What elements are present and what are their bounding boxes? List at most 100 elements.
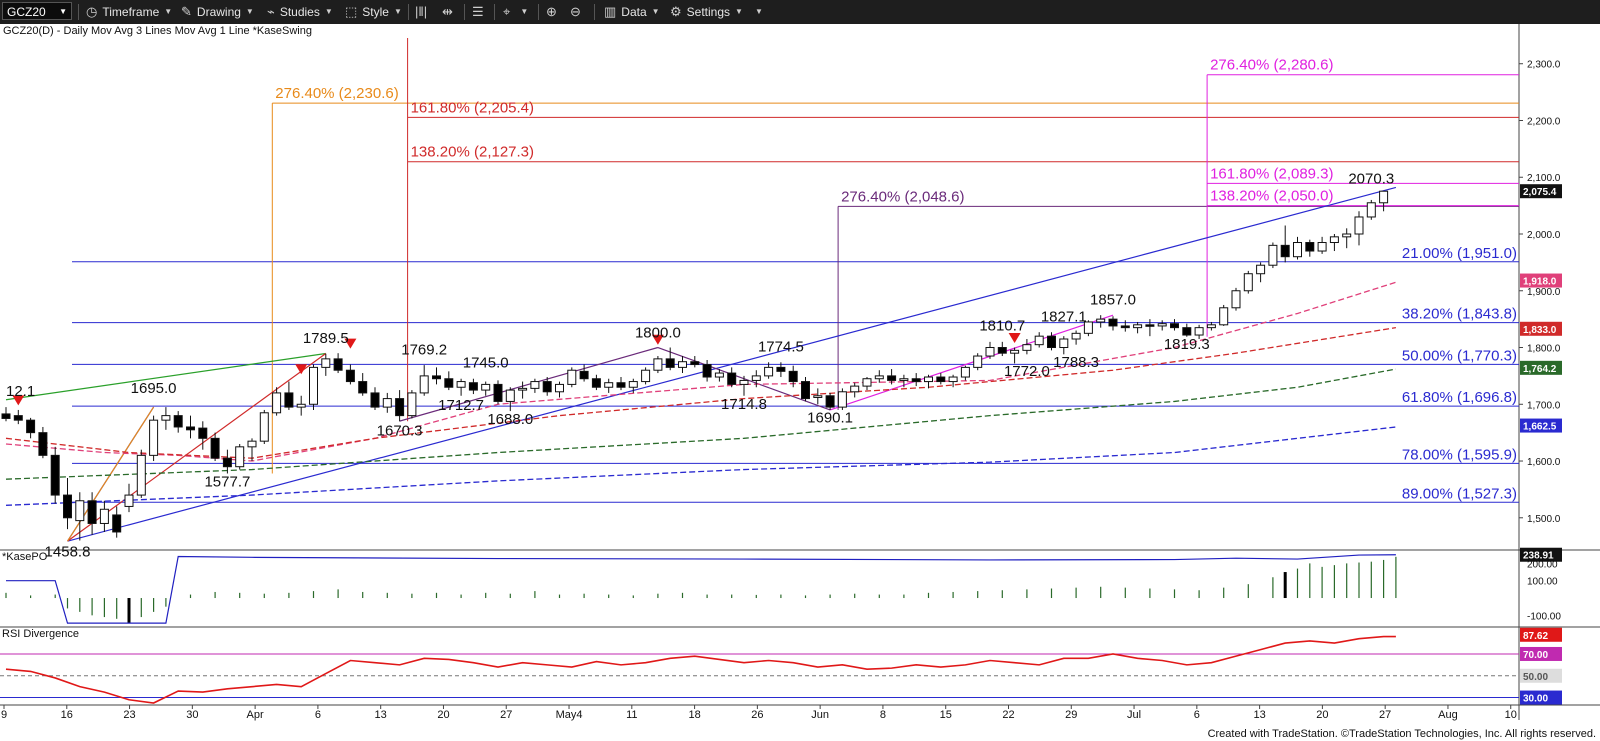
candle-body [1280, 244, 1290, 258]
bar-spacing-icon: |‖| [415, 4, 428, 19]
candle-body [1243, 273, 1253, 292]
x-tick-label: 6 [1194, 709, 1200, 721]
candle-body [382, 398, 392, 408]
candle-body [1096, 318, 1106, 323]
candle-body [1170, 323, 1179, 329]
rsi-level-tag-bg [1520, 646, 1562, 661]
candle-body [1059, 338, 1069, 349]
zoom-out-button[interactable]: ⊖ [570, 0, 586, 24]
candle-body [136, 454, 146, 496]
candle-body [518, 387, 528, 391]
kasepo-value-tag-bg [1520, 547, 1562, 562]
toolbar: GCZ20 ▼ ◷ Timeframe ▼ ✎ Drawing ▼ ⌁ Studies ▼ ⬚… [0, 0, 1600, 24]
candle-body [960, 366, 970, 378]
candle-body [333, 358, 343, 371]
crosshair-button[interactable]: ⌖ ▼ [503, 0, 528, 24]
candle-body [542, 381, 552, 393]
candle-body [924, 376, 933, 383]
studies-menu[interactable]: ⌁ Studies ▼ [267, 0, 333, 24]
layout-button[interactable]: ☰ [472, 0, 489, 24]
x-tick-label: Apr [247, 709, 264, 721]
price-tick-label: 1,700.0 [1527, 400, 1561, 411]
price-tag-label: 1,833.0 [1523, 325, 1557, 336]
chevron-down-icon: ▼ [755, 7, 763, 16]
style-menu[interactable]: ⬚ Style ▼ [345, 0, 402, 24]
timeframe-menu[interactable]: ◷ Timeframe ▼ [86, 0, 172, 24]
drawing-menu[interactable]: ✎ Drawing ▼ [181, 0, 254, 24]
candle-body [1231, 290, 1241, 309]
candle-body [813, 395, 823, 398]
data-menu[interactable]: ▥ Data ▼ [604, 0, 660, 24]
x-tick-label: 27 [1379, 709, 1391, 721]
candle-body [973, 355, 983, 368]
chevron-down-icon: ▼ [164, 7, 173, 16]
fib-level-label: 61.80% (1,696.8) [1402, 389, 1517, 406]
projection-label: 276.40% (2,280.6) [1210, 57, 1333, 74]
candle-body [1145, 324, 1155, 327]
pivot-label: 12.1 [6, 383, 35, 400]
pan-button[interactable]: ⇹ [442, 0, 458, 24]
price-tick-label: 1,600.0 [1527, 457, 1561, 468]
candle-body [801, 381, 810, 400]
candle-body [1194, 327, 1204, 336]
rsi-level-tag-bg [1520, 690, 1562, 705]
symbol-selector[interactable]: GCZ20 ▼ [2, 2, 72, 20]
candle-body [1342, 233, 1352, 238]
pencil-icon: ✎ [181, 4, 192, 19]
pivot-label: 1745.0 [463, 354, 509, 371]
candle-body [604, 382, 614, 388]
swing-marker-icon [344, 338, 357, 349]
candle-body [862, 378, 872, 387]
candle-body [899, 378, 909, 381]
candle-body [1206, 324, 1216, 329]
candle-body [75, 500, 85, 522]
bar-chart-icon: ▥ [604, 4, 617, 19]
candle-body [419, 375, 429, 394]
x-tick-label: Jun [811, 709, 829, 721]
candle-body [997, 347, 1007, 354]
zoom-in-button[interactable]: ⊕ [546, 0, 562, 24]
pan-icon: ⇹ [442, 4, 453, 19]
candle-body [850, 385, 860, 393]
swing-marker-icon [651, 334, 664, 345]
candle-body [272, 392, 282, 414]
candle-body [690, 361, 700, 366]
candle-body [235, 446, 245, 468]
rsi-level-tag: 30.00 [1523, 694, 1548, 705]
projection-label: 276.40% (2,048.6) [841, 188, 964, 205]
candle-body [874, 375, 884, 380]
rsi-pane-title: RSI Divergence [2, 628, 80, 640]
toolbar-divider [538, 4, 539, 20]
pivot-label: 1827.1 [1041, 308, 1087, 325]
candle-body [63, 494, 72, 519]
x-tick-label: 26 [751, 709, 763, 721]
clock-icon: ◷ [86, 4, 98, 19]
x-tick-label: 9 [1, 709, 7, 721]
candle-body [1293, 242, 1302, 258]
x-tick-label: 10 [1505, 709, 1517, 721]
chevron-down-icon: ▼ [393, 7, 402, 16]
candle-body [493, 383, 503, 402]
pivot-label: 1810.7 [979, 317, 1025, 334]
candle-body [739, 379, 749, 385]
pivot-label: 1714.8 [721, 396, 767, 413]
x-tick-label: 11 [626, 709, 637, 721]
price-tick-label: 1,500.0 [1527, 514, 1561, 525]
candle-body [579, 370, 589, 380]
settings-menu[interactable]: ⚙ Settings ▼ [670, 0, 743, 24]
pivot-label: 1819.3 [1164, 336, 1210, 353]
candle-body [764, 366, 774, 377]
candle-body [1133, 324, 1143, 329]
bar-spacing-button[interactable]: |‖| [415, 0, 432, 24]
toolbar-divider [594, 4, 595, 20]
more-menu[interactable]: ▼ [750, 0, 763, 24]
candle-body [1268, 244, 1278, 266]
kasepo-pane-title: *KasePO [2, 551, 48, 563]
crosshair-icon: ⌖ [503, 4, 511, 19]
pivot-label: 2070.3 [1348, 170, 1394, 187]
fib-level-label: 78.00% (1,595.9) [1402, 446, 1517, 463]
chevron-down-icon: ▼ [735, 7, 743, 16]
candle-body [481, 383, 491, 391]
x-tick-label: 18 [688, 709, 700, 721]
kasepo-tick-label: -100.00 [1527, 611, 1561, 622]
